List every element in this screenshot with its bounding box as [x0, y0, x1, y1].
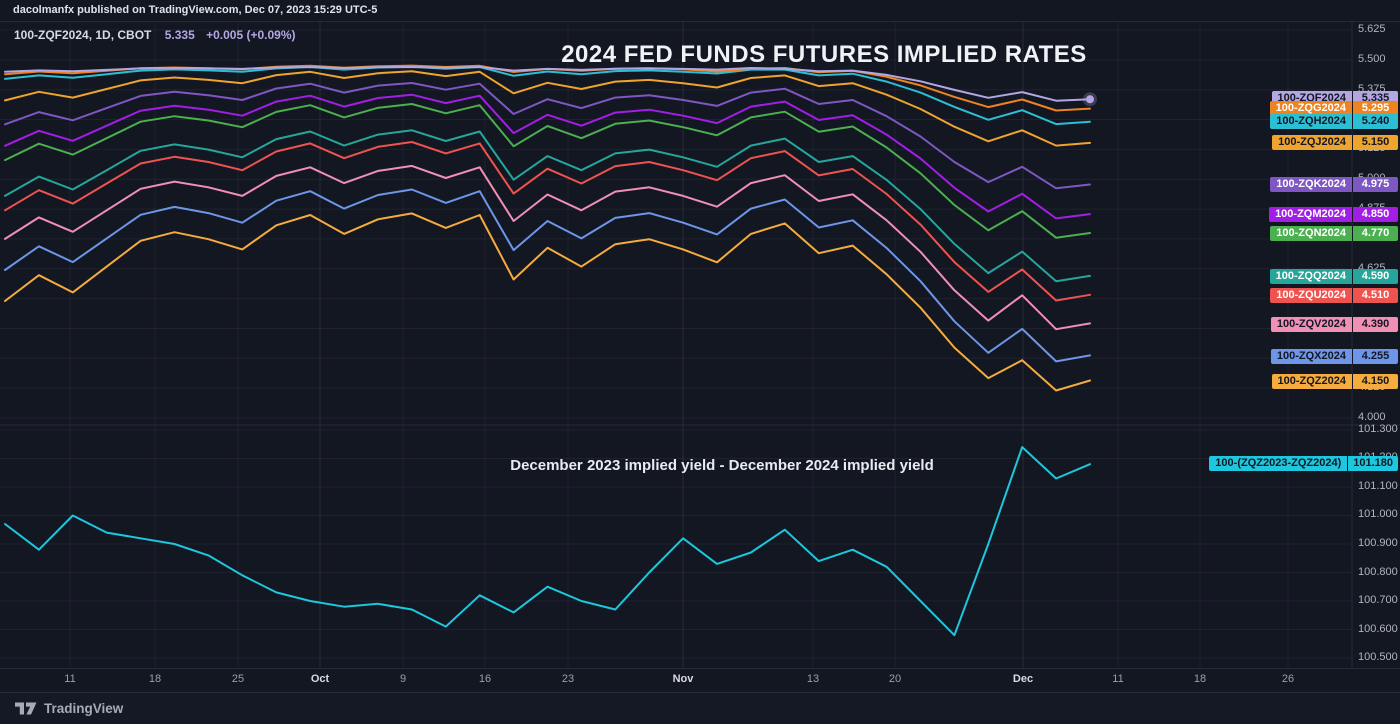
pill-name: 100-ZQX2024	[1276, 350, 1346, 362]
pill-name: 100-ZQV2024	[1276, 318, 1346, 330]
pill-value: 5.150	[1352, 135, 1398, 150]
pill-name: 100-ZQH2024	[1276, 115, 1346, 127]
price-tick-label: 100.700	[1358, 594, 1398, 606]
series-line-100-ZQJ2024[interactable]	[4, 70, 1091, 147]
price-label-100-ZQJ2024[interactable]: 100-ZQJ2024 5.150	[1272, 135, 1398, 150]
series-line-100-ZQF2024[interactable]	[4, 66, 1091, 102]
price-tick-label: 5.500	[1358, 53, 1386, 65]
series-line-100-ZQV2024[interactable]	[4, 164, 1091, 331]
brand-text: TradingView	[44, 701, 124, 716]
pill-value: 4.150	[1352, 374, 1398, 389]
lower-pane-title: December 2023 implied yield - December 2…	[510, 457, 934, 474]
pill-name: 100-ZQM2024	[1275, 208, 1346, 220]
price-label-100-ZQM2024[interactable]: 100-ZQM2024 4.850	[1269, 207, 1398, 222]
pill-value: 4.590	[1352, 269, 1398, 284]
price-label-100-ZQG2024[interactable]: 100-ZQG2024 5.295	[1269, 101, 1398, 116]
price-tick-label: 100.900	[1358, 537, 1398, 549]
price-tick-label: 101.000	[1358, 508, 1398, 520]
pill-value: 5.295	[1352, 101, 1398, 116]
pill-name: 100-ZQU2024	[1276, 289, 1346, 301]
last-value-dot	[1086, 95, 1094, 104]
time-tick-label: Nov	[672, 673, 694, 685]
time-tick-label: Oct	[310, 673, 330, 685]
legend-change: +0.005 (+0.09%)	[206, 28, 296, 42]
tradingview-brand-link[interactable]: TradingView	[15, 701, 123, 716]
price-tick-label: 100.800	[1358, 566, 1398, 578]
price-tick-label: 101.300	[1358, 423, 1398, 435]
pill-value: 4.390	[1352, 317, 1398, 332]
price-label-100-ZQQ2024[interactable]: 100-ZQQ2024 4.590	[1269, 269, 1398, 284]
chart-canvas[interactable]	[0, 22, 1400, 668]
time-scale[interactable]: 11 18 25 Oct 9 16 23 Nov 13 20 Dec 11 18 26	[0, 668, 1400, 692]
time-tick-label: 18	[1193, 673, 1207, 685]
price-tick-label: 101.100	[1358, 480, 1398, 492]
time-tick-label: 11	[64, 673, 76, 685]
time-tick-label: 9	[399, 673, 407, 685]
time-tick-label: Dec	[1012, 673, 1034, 685]
legend-symbol: 100-ZQF2024, 1D, CBOT	[14, 28, 152, 42]
time-tick-label: 16	[478, 673, 492, 685]
time-tick-label: 11	[1112, 673, 1124, 685]
chart-title: 2024 FED FUNDS FUTURES IMPLIED RATES	[561, 41, 1087, 68]
pill-name: 100-ZQZ2024	[1277, 375, 1346, 387]
price-label-100-ZQZ2024[interactable]: 100-ZQZ2024 4.150	[1271, 374, 1398, 389]
time-tick-label: 18	[148, 673, 162, 685]
time-tick-label: 26	[1281, 673, 1295, 685]
price-label-100-ZQK2024[interactable]: 100-ZQK2024 4.975	[1270, 177, 1398, 192]
series-line-100-ZQH2024[interactable]	[4, 65, 1091, 126]
price-label-100-ZQX2024[interactable]: 100-ZQX2024 4.255	[1270, 349, 1398, 364]
series-line-100-(ZQZ2023-ZQZ2024)[interactable]	[4, 446, 1091, 637]
attribution-bar: dacolmanfx published on TradingView.com,…	[0, 0, 1400, 22]
pill-value: 4.510	[1352, 288, 1398, 303]
time-tick-label: 25	[231, 673, 245, 685]
pill-value: 4.975	[1352, 177, 1398, 192]
price-label-100-ZQN2024[interactable]: 100-ZQN2024 4.770	[1270, 226, 1398, 241]
series-line-100-ZQQ2024[interactable]	[4, 129, 1091, 283]
series-line-100-ZQK2024[interactable]	[4, 82, 1091, 190]
symbol-legend[interactable]: 100-ZQF2024, 1D, CBOT 5.335 +0.005 (+0.0…	[14, 28, 296, 42]
pill-name: 100-ZQJ2024	[1278, 136, 1346, 148]
pill-value: 4.850	[1352, 207, 1398, 222]
series-line-100-ZQU2024[interactable]	[4, 141, 1091, 302]
price-tick-label: 5.625	[1358, 23, 1386, 35]
series-line-100-ZQX2024[interactable]	[4, 188, 1091, 363]
price-tick-label: 100.600	[1358, 623, 1398, 635]
pill-value: 4.255	[1352, 349, 1398, 364]
price-label-100-ZQH2024[interactable]: 100-ZQH2024 5.240	[1270, 114, 1398, 129]
pill-name: 100-ZQK2024	[1276, 178, 1346, 190]
pill-name: 100-ZQN2024	[1276, 227, 1346, 239]
tradingview-logo-icon	[15, 702, 37, 715]
series-line-100-ZQM2024[interactable]	[4, 93, 1091, 220]
footer-bar: TradingView	[0, 692, 1400, 724]
pill-name: 100-ZQQ2024	[1275, 270, 1346, 282]
price-tick-label: 4.000	[1358, 411, 1386, 423]
pill-value: 101.180	[1347, 456, 1398, 471]
time-tick-label: 20	[888, 673, 902, 685]
chart-root: 100-ZQF2024, 1D, CBOT 5.335 +0.005 (+0.0…	[0, 22, 1400, 668]
pill-value: 5.240	[1352, 114, 1398, 129]
price-tick-label: 100.500	[1358, 651, 1398, 663]
time-tick-label: 23	[561, 673, 575, 685]
price-label-100-(ZQZ2023-ZQZ2024)[interactable]: 100-(ZQZ2023-ZQZ2024) 101.180	[1209, 456, 1398, 471]
pill-name: 100-ZQG2024	[1275, 102, 1346, 114]
pill-value: 4.770	[1352, 226, 1398, 241]
attribution-text: dacolmanfx published on TradingView.com,…	[13, 4, 378, 16]
pill-name: 100-(ZQZ2023-ZQZ2024)	[1215, 457, 1342, 469]
time-tick-label: 13	[806, 673, 820, 685]
legend-last-value: 5.335	[164, 28, 195, 42]
series-line-100-ZQZ2024[interactable]	[4, 212, 1091, 392]
price-label-100-ZQV2024[interactable]: 100-ZQV2024 4.390	[1270, 317, 1398, 332]
series-line-100-ZQN2024[interactable]	[4, 103, 1091, 239]
price-label-100-ZQU2024[interactable]: 100-ZQU2024 4.510	[1270, 288, 1398, 303]
